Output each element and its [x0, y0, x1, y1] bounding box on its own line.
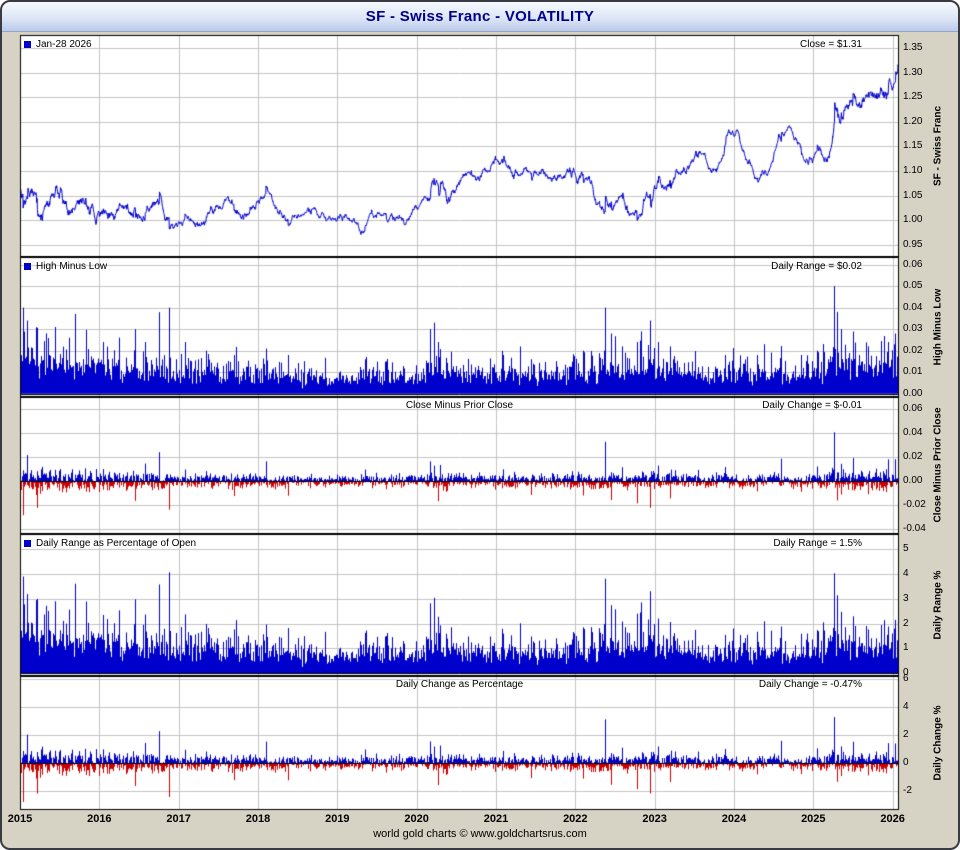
high-minus-low-panel[interactable] — [20, 257, 899, 397]
daily-range-pct-panel[interactable] — [20, 534, 899, 676]
price-panel[interactable] — [20, 35, 899, 257]
title-bar: SF - Swiss Franc - VOLATILITY — [2, 2, 958, 32]
close-minus-prior-close-panel[interactable] — [20, 397, 899, 534]
footer-credit: world gold charts © www.goldchartsrus.co… — [373, 828, 587, 840]
daily-change-pct-panel[interactable] — [20, 676, 899, 810]
page-title: SF - Swiss Franc - VOLATILITY — [365, 8, 595, 25]
